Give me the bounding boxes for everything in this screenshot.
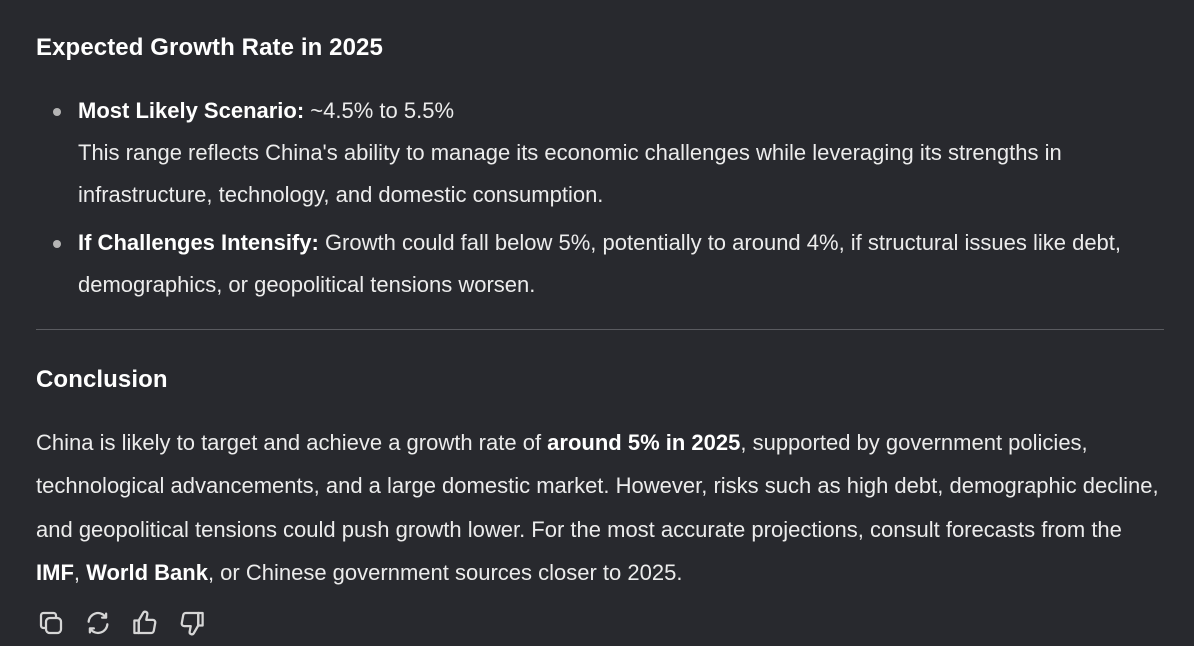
regenerate-icon (87, 611, 109, 635)
copy-icon (39, 611, 63, 635)
growth-heading: Expected Growth Rate in 2025 (36, 34, 383, 61)
message-actions (36, 608, 207, 642)
conclusion-text: , or Chinese government sources closer t… (207, 559, 683, 585)
thumbs-up-icon (133, 610, 157, 635)
thumbs-down-button[interactable] (177, 608, 207, 642)
bullet-detail: This range reflects China's ability to m… (78, 140, 1062, 207)
thumbs-up-button[interactable] (130, 608, 160, 642)
section-divider (36, 329, 1164, 330)
regenerate-button[interactable] (83, 608, 113, 642)
copy-button[interactable] (36, 608, 66, 642)
bullet-value: ~4.5% to 5.5% (304, 98, 455, 123)
conclusion-text: , supported by government policies, tech… (36, 430, 1159, 542)
conclusion-heading: Conclusion (36, 366, 168, 393)
conclusion-emphasis: World Bank (86, 559, 208, 585)
bullet-value: Growth could fall below 5%, potentially … (78, 230, 1122, 297)
conclusion-emphasis: around 5% in 2025 (547, 430, 741, 455)
conclusion-text: China is likely to target and achieve a … (36, 430, 548, 455)
bullet-most-likely: Most Likely Scenario: ~4.5% to 5.5% This… (36, 90, 1164, 216)
bullet-dot (53, 108, 61, 116)
conclusion-paragraph: China is likely to target and achieve a … (36, 421, 1164, 594)
bullet-challenges: If Challenges Intensify: Growth could fa… (36, 222, 1164, 306)
bullet-label: Most Likely Scenario: (78, 98, 305, 123)
conclusion-text: , (73, 559, 87, 585)
bullet-label: If Challenges Intensify: (78, 230, 319, 255)
bullet-dot (53, 240, 61, 248)
growth-bullet-list: Most Likely Scenario: ~4.5% to 5.5% This… (36, 90, 1164, 306)
thumbs-down-icon (180, 611, 204, 636)
conclusion-emphasis: IMF (36, 559, 74, 585)
